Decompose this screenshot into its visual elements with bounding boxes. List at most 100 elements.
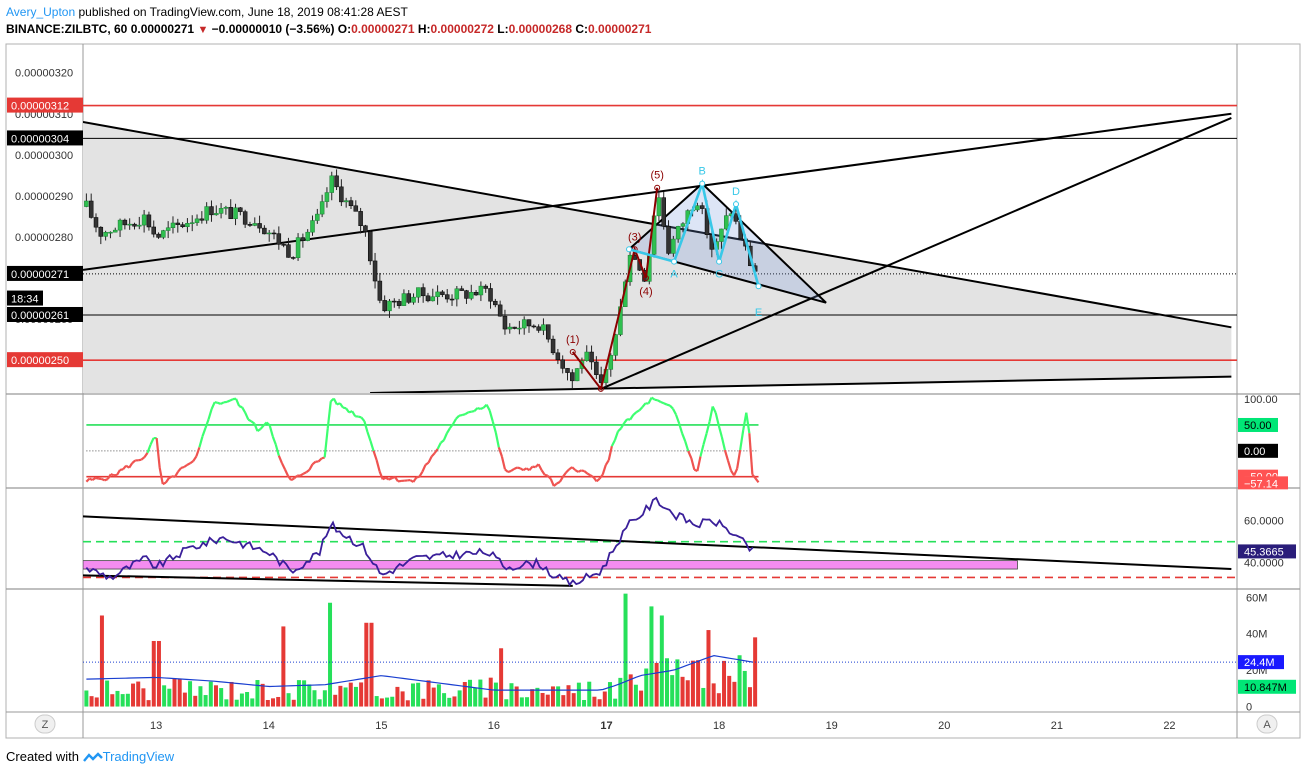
price-change: −0.00000010 (−3.56%): [211, 22, 335, 36]
rsi-value-text: 45.3665: [1244, 546, 1284, 558]
oscillator-segment: [522, 467, 527, 472]
oscillator-segment: [360, 416, 366, 422]
oscillator-segment: [177, 467, 182, 473]
rsi-value-tag[interactable]: [1238, 544, 1296, 559]
candles[interactable]: [84, 169, 758, 389]
volume-bar: [405, 700, 410, 707]
candle-body: [440, 291, 445, 295]
candle-body: [161, 230, 166, 238]
publish-info: Avery_Upton published on TradingView.com…: [6, 5, 408, 19]
price-pane[interactable]: (1)(3)(4)(5)ABCDE0.000003200.000003100.0…: [7, 68, 1237, 393]
oscillator-segment: [705, 421, 711, 434]
oscillator-segment: [440, 439, 445, 444]
volume-bar: [582, 699, 587, 707]
symbol-interval[interactable]: BINANCE:ZILBTC, 60: [6, 22, 128, 36]
oscillator-segment: [162, 481, 167, 486]
volume-bar: [172, 678, 177, 707]
oscillator-level-tag[interactable]: [1238, 443, 1278, 458]
zoom-button[interactable]: [34, 714, 56, 734]
oscillator-segment: [455, 414, 460, 420]
harmonic-point: [755, 283, 762, 290]
auto-scale-button[interactable]: [1256, 714, 1278, 734]
volume-plot-area[interactable]: [83, 593, 1237, 707]
price-label-tag[interactable]: [7, 352, 83, 368]
candle-body: [103, 232, 108, 237]
price-plot-area[interactable]: (1) (3) (4) (5) A B C D E: [83, 104, 1237, 393]
oscillator-segment: [711, 405, 717, 414]
oscillator-segment: [287, 475, 292, 481]
candle-body: [459, 288, 464, 291]
triangle-bottom-trendline[interactable]: [370, 375, 1232, 393]
oscillator-segment: [308, 463, 314, 471]
candle-body: [108, 231, 113, 234]
oscillator-segment: [739, 429, 745, 451]
candle-body: [478, 285, 484, 296]
volume-bar: [732, 681, 737, 707]
oscillator-segment: [385, 476, 390, 481]
tradingview-brand[interactable]: TradingView: [102, 749, 175, 764]
candle-body: [473, 292, 479, 296]
rsi-plot-area[interactable]: [83, 496, 1237, 587]
oscillator-plot-area[interactable]: [85, 396, 760, 487]
rsi-line[interactable]: [85, 496, 754, 587]
elliott-wave-line[interactable]: [571, 187, 659, 392]
volume-bar: [89, 696, 94, 707]
rsi-highlight-band[interactable]: [83, 560, 1018, 570]
volume-bar: [566, 685, 571, 707]
price-label-tag[interactable]: [7, 97, 83, 113]
volume-bar: [659, 615, 664, 707]
candle-body: [724, 215, 729, 230]
price-label-tag[interactable]: [7, 265, 83, 281]
rsi-trendline[interactable]: [83, 574, 573, 587]
candle-body: [565, 368, 570, 373]
oscillator-segment: [271, 435, 277, 446]
volume-bar: [639, 690, 644, 707]
high-value: 0.00000272: [430, 22, 494, 36]
volume-ma-tag[interactable]: [1238, 655, 1284, 670]
oscillator-value-tag[interactable]: [1238, 476, 1288, 490]
oscillator-segment: [85, 477, 91, 483]
volume-bar: [296, 680, 301, 707]
oscillator-segment: [468, 410, 472, 414]
time-axis[interactable]: 13 14 15 16 17 18 19 20 21 22 Z A: [34, 714, 1278, 734]
price-label-tag[interactable]: [7, 290, 43, 306]
oscillator-segment: [671, 408, 678, 416]
candle-body: [276, 233, 282, 245]
candle-body: [180, 224, 185, 227]
volume-value-tag[interactable]: [1238, 679, 1296, 694]
price-label-tag[interactable]: [7, 130, 83, 146]
harmonic-point: [699, 180, 706, 187]
candle-body: [88, 200, 94, 218]
oscillator-segment: [720, 436, 726, 451]
rising-trendline[interactable]: [600, 116, 1232, 390]
harmonic-label: A: [670, 269, 678, 281]
oscillator-segment: [146, 444, 152, 454]
oscillator-segment: [714, 412, 720, 426]
oscillator-segment: [95, 476, 99, 480]
candle-body: [218, 208, 224, 214]
harmonic-pattern-line[interactable]: [628, 178, 760, 287]
volume-moving-average[interactable]: [86, 655, 753, 691]
volume-bar: [436, 684, 441, 707]
oscillator-segment: [106, 473, 112, 480]
oscillator-segment: [583, 470, 589, 475]
candle-body: [507, 326, 513, 330]
volume-bar: [457, 690, 462, 707]
oscillator-segment: [412, 476, 418, 483]
oscillator-segment: [556, 480, 561, 485]
oscillator-segment: [540, 469, 546, 476]
price-label-tag[interactable]: [7, 306, 83, 322]
author-link[interactable]: Avery_Upton: [6, 5, 76, 19]
rsi-trendline[interactable]: [83, 515, 1232, 571]
price-label-text: 0.00000312: [11, 101, 69, 113]
oscillator-segment: [717, 425, 723, 438]
oscillator-level-tag[interactable]: [1238, 417, 1278, 432]
candle-body: [170, 222, 176, 228]
oscillator-segment: [256, 428, 262, 432]
oscillator-segment: [250, 420, 256, 425]
oscillator-segment: [280, 462, 286, 470]
